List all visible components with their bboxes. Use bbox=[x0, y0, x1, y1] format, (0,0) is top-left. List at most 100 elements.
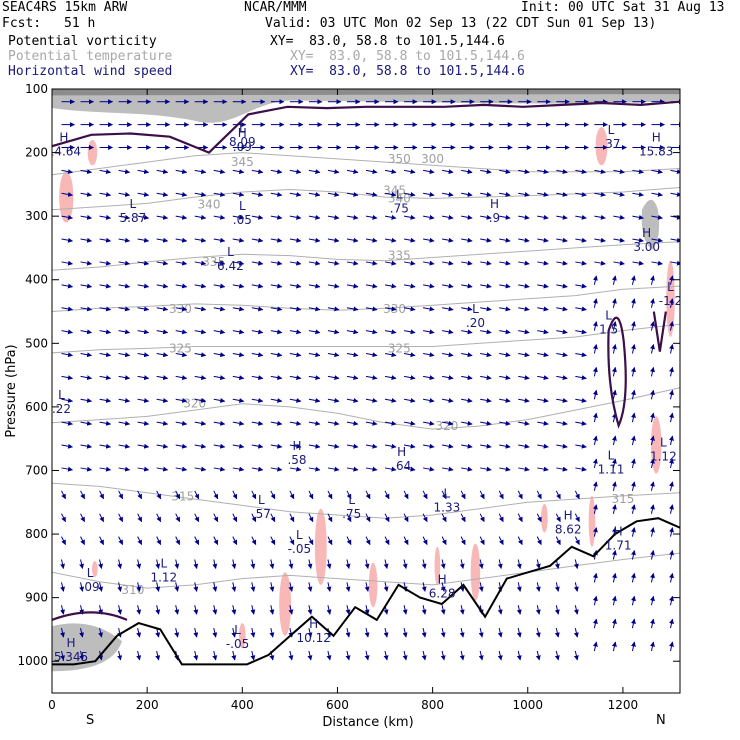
extremum-value: 5.345 bbox=[54, 650, 88, 664]
wind-vector bbox=[555, 490, 561, 500]
wind-vector bbox=[537, 375, 549, 381]
wind-vector bbox=[365, 420, 378, 426]
wind-vector bbox=[516, 605, 522, 615]
wind-vector bbox=[326, 582, 332, 592]
wind-vector bbox=[669, 366, 674, 377]
wind-vector bbox=[156, 352, 169, 358]
wind-vector bbox=[556, 283, 568, 289]
wind-vector bbox=[613, 237, 625, 243]
wind-vector bbox=[174, 582, 180, 592]
field-name-wind: Horizontal wind speed bbox=[8, 64, 173, 79]
wind-vector bbox=[518, 169, 530, 175]
wind-vector bbox=[99, 420, 112, 426]
extremum-low-marker: L bbox=[258, 493, 265, 507]
theta-label: 310 bbox=[121, 583, 144, 597]
extremum-high-marker: H bbox=[59, 130, 68, 144]
wind-vector bbox=[232, 352, 245, 358]
wind-vector bbox=[250, 628, 256, 638]
wind-vector bbox=[213, 214, 226, 220]
wind-vector bbox=[459, 559, 465, 569]
wind-vector bbox=[60, 605, 65, 615]
wind-vector bbox=[118, 536, 124, 546]
wind-vector bbox=[631, 321, 636, 331]
wind-vector bbox=[327, 352, 340, 358]
wind-vector bbox=[231, 650, 237, 661]
wind-vector bbox=[669, 641, 674, 652]
wind-vector bbox=[442, 214, 454, 220]
org-label: NCAR/MMM bbox=[244, 0, 307, 15]
wind-vector bbox=[307, 628, 313, 638]
extremum-high-marker: H bbox=[309, 617, 318, 631]
wind-vector bbox=[384, 443, 397, 449]
negative-pv-region bbox=[434, 546, 441, 585]
extremum-low-marker: L bbox=[58, 388, 65, 402]
wind-vector bbox=[403, 214, 416, 220]
wind-vector bbox=[269, 559, 275, 569]
extremum-low-marker: L bbox=[608, 448, 615, 462]
wind-vector bbox=[156, 490, 162, 500]
wind-vector bbox=[251, 329, 264, 335]
extremum-value: .9 bbox=[489, 211, 500, 225]
wind-vector bbox=[573, 628, 579, 638]
wind-vector bbox=[251, 306, 264, 312]
wind-vector bbox=[384, 466, 397, 472]
wind-vector bbox=[308, 536, 314, 546]
wind-vector bbox=[384, 490, 390, 500]
wind-vector bbox=[537, 260, 549, 266]
wind-vector bbox=[364, 582, 370, 592]
wind-vector bbox=[270, 466, 283, 472]
wind-vector bbox=[459, 628, 465, 638]
wind-vector bbox=[402, 628, 408, 638]
wind-vector bbox=[346, 536, 352, 546]
wind-vector bbox=[403, 513, 409, 523]
wind-vector bbox=[441, 513, 447, 523]
wind-vector bbox=[118, 237, 131, 243]
wind-vector bbox=[651, 192, 663, 197]
extremum-low-marker: L bbox=[605, 308, 612, 322]
wind-vector bbox=[289, 490, 295, 500]
negative-pv-region bbox=[59, 171, 74, 223]
wind-vector bbox=[478, 559, 484, 569]
wind-vector bbox=[421, 628, 427, 638]
init-time: Init: 00 UTC Sat 31 Aug 13 bbox=[521, 0, 725, 15]
wind-vector bbox=[461, 169, 473, 175]
wind-vector bbox=[461, 283, 473, 289]
plot-frame bbox=[51, 88, 681, 694]
wind-vector bbox=[80, 329, 93, 335]
wind-vector bbox=[155, 582, 161, 592]
wind-vector bbox=[594, 169, 606, 175]
theta-contour-310 bbox=[52, 552, 680, 589]
wind-vector bbox=[461, 420, 473, 426]
wind-vector bbox=[307, 582, 313, 592]
wind-vector bbox=[213, 513, 219, 523]
wind-vector bbox=[61, 420, 74, 426]
wind-vector bbox=[270, 169, 283, 175]
wind-vector bbox=[251, 466, 264, 472]
extremum-value: .37 bbox=[601, 137, 620, 151]
wind-vector bbox=[537, 466, 549, 472]
wind-vector bbox=[137, 329, 150, 335]
wind-vector bbox=[611, 641, 617, 652]
extremum-low-marker: L bbox=[239, 199, 246, 213]
wind-vector bbox=[442, 329, 454, 335]
wind-vector bbox=[403, 237, 416, 243]
wind-vector bbox=[137, 375, 150, 381]
wind-vector bbox=[346, 420, 359, 426]
wind-vector bbox=[631, 572, 636, 583]
wind-vector bbox=[137, 169, 150, 175]
wind-vector bbox=[669, 344, 674, 354]
wind-vector bbox=[556, 466, 568, 472]
wind-vector bbox=[99, 375, 112, 381]
wind-vector bbox=[631, 275, 636, 285]
wind-vector bbox=[345, 628, 351, 638]
negative-pv-region bbox=[279, 572, 292, 636]
wind-vector bbox=[402, 650, 408, 661]
wind-vector bbox=[611, 595, 617, 606]
wind-vector bbox=[269, 628, 275, 638]
wind-vector bbox=[575, 192, 587, 197]
wind-vector bbox=[631, 641, 636, 652]
extremum-value: 1.12 bbox=[150, 570, 177, 584]
wind-vector bbox=[480, 352, 492, 358]
wind-vector bbox=[556, 329, 568, 335]
wind-vector bbox=[61, 169, 74, 175]
